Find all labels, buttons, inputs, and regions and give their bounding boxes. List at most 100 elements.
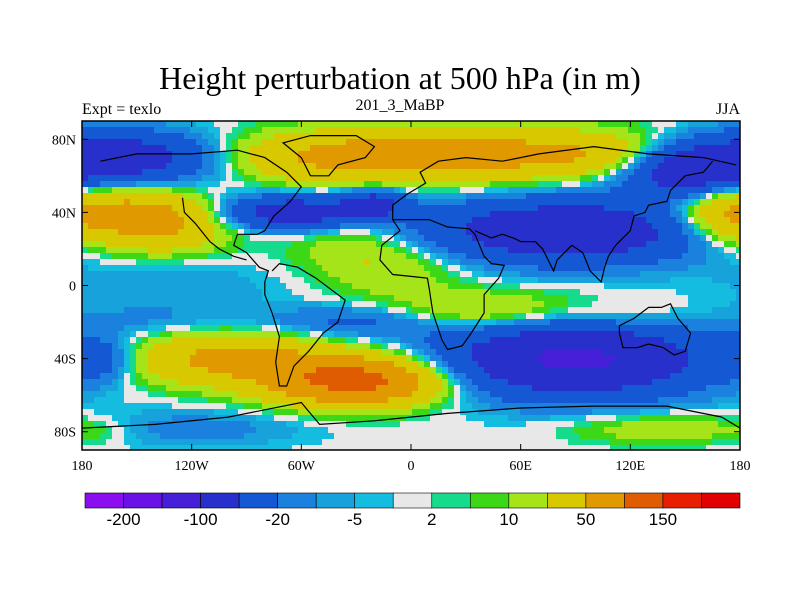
field-cell (526, 295, 533, 302)
field-cell (184, 361, 191, 368)
field-cell (622, 253, 629, 260)
field-cell (364, 157, 371, 164)
field-cell (664, 295, 671, 302)
field-cell (280, 193, 287, 200)
field-cell (286, 229, 293, 236)
field-cell (424, 385, 431, 392)
field-cell (514, 229, 521, 236)
field-cell (208, 313, 215, 320)
field-cell (334, 175, 341, 182)
field-cell (628, 217, 635, 224)
field-cell (358, 211, 365, 218)
field-cell (370, 301, 377, 308)
field-cell (484, 241, 491, 248)
field-cell (682, 157, 689, 164)
field-cell (586, 331, 593, 338)
field-cell (202, 211, 209, 218)
field-cell (694, 133, 701, 140)
field-cell (556, 247, 563, 254)
field-cell (238, 217, 245, 224)
field-cell (652, 259, 659, 266)
field-cell (130, 205, 137, 212)
field-cell (568, 145, 575, 152)
field-cell (472, 247, 479, 254)
field-cell (130, 373, 137, 380)
field-cell (604, 313, 611, 320)
field-cell (340, 373, 347, 380)
field-cell (250, 343, 257, 350)
field-cell (592, 169, 599, 176)
field-cell (454, 319, 461, 326)
field-cell (508, 307, 515, 314)
field-cell (190, 133, 197, 140)
field-cell (694, 367, 701, 374)
field-cell (502, 247, 509, 254)
field-cell (550, 313, 557, 320)
field-cell (670, 349, 677, 356)
field-cell (592, 229, 599, 236)
field-cell (136, 217, 143, 224)
field-cell (706, 127, 713, 134)
field-cell (238, 211, 245, 218)
field-cell (88, 391, 95, 398)
field-cell (628, 373, 635, 380)
field-cell (274, 217, 281, 224)
field-cell (628, 301, 635, 308)
field-cell (718, 343, 725, 350)
field-cell (562, 223, 569, 230)
field-cell (544, 289, 551, 296)
field-cell (526, 361, 533, 368)
field-cell (172, 361, 179, 368)
field-cell (310, 181, 317, 188)
field-cell (556, 211, 563, 218)
field-cell (544, 265, 551, 272)
field-cell (436, 223, 443, 230)
field-cell (292, 319, 299, 326)
field-cell (532, 229, 539, 236)
field-cell (232, 259, 239, 266)
field-cell (400, 199, 407, 206)
field-cell (82, 151, 89, 158)
field-cell (118, 337, 125, 344)
field-cell (520, 235, 527, 242)
field-cell (298, 319, 305, 326)
field-cell (166, 157, 173, 164)
field-cell (346, 373, 353, 380)
field-cell (706, 163, 713, 170)
field-cell (238, 325, 245, 332)
field-cell (250, 247, 257, 254)
field-cell (160, 139, 167, 146)
field-cell (736, 193, 741, 200)
field-cell (724, 253, 731, 260)
field-cell (478, 325, 485, 332)
field-cell (532, 187, 539, 194)
field-cell (532, 181, 539, 188)
field-cell (286, 193, 293, 200)
field-cell (388, 379, 395, 386)
field-cell (250, 283, 257, 290)
field-cell (682, 247, 689, 254)
field-cell (448, 307, 455, 314)
field-cell (616, 355, 623, 362)
field-cell (292, 145, 299, 152)
field-cell (142, 349, 149, 356)
field-cell (232, 265, 239, 272)
field-cell (82, 229, 89, 236)
field-cell (544, 223, 551, 230)
field-cell (310, 337, 317, 344)
field-cell (172, 379, 179, 386)
field-cell (274, 181, 281, 188)
field-cell (250, 133, 257, 140)
field-cell (376, 379, 383, 386)
field-cell (292, 121, 299, 128)
field-cell (136, 391, 143, 398)
field-cell (544, 151, 551, 158)
field-cell (286, 367, 293, 374)
field-cell (418, 139, 425, 146)
field-cell (334, 331, 341, 338)
field-cell (352, 331, 359, 338)
field-cell (304, 355, 311, 362)
field-cell (676, 181, 683, 188)
field-cell (574, 355, 581, 362)
field-cell (418, 367, 425, 374)
